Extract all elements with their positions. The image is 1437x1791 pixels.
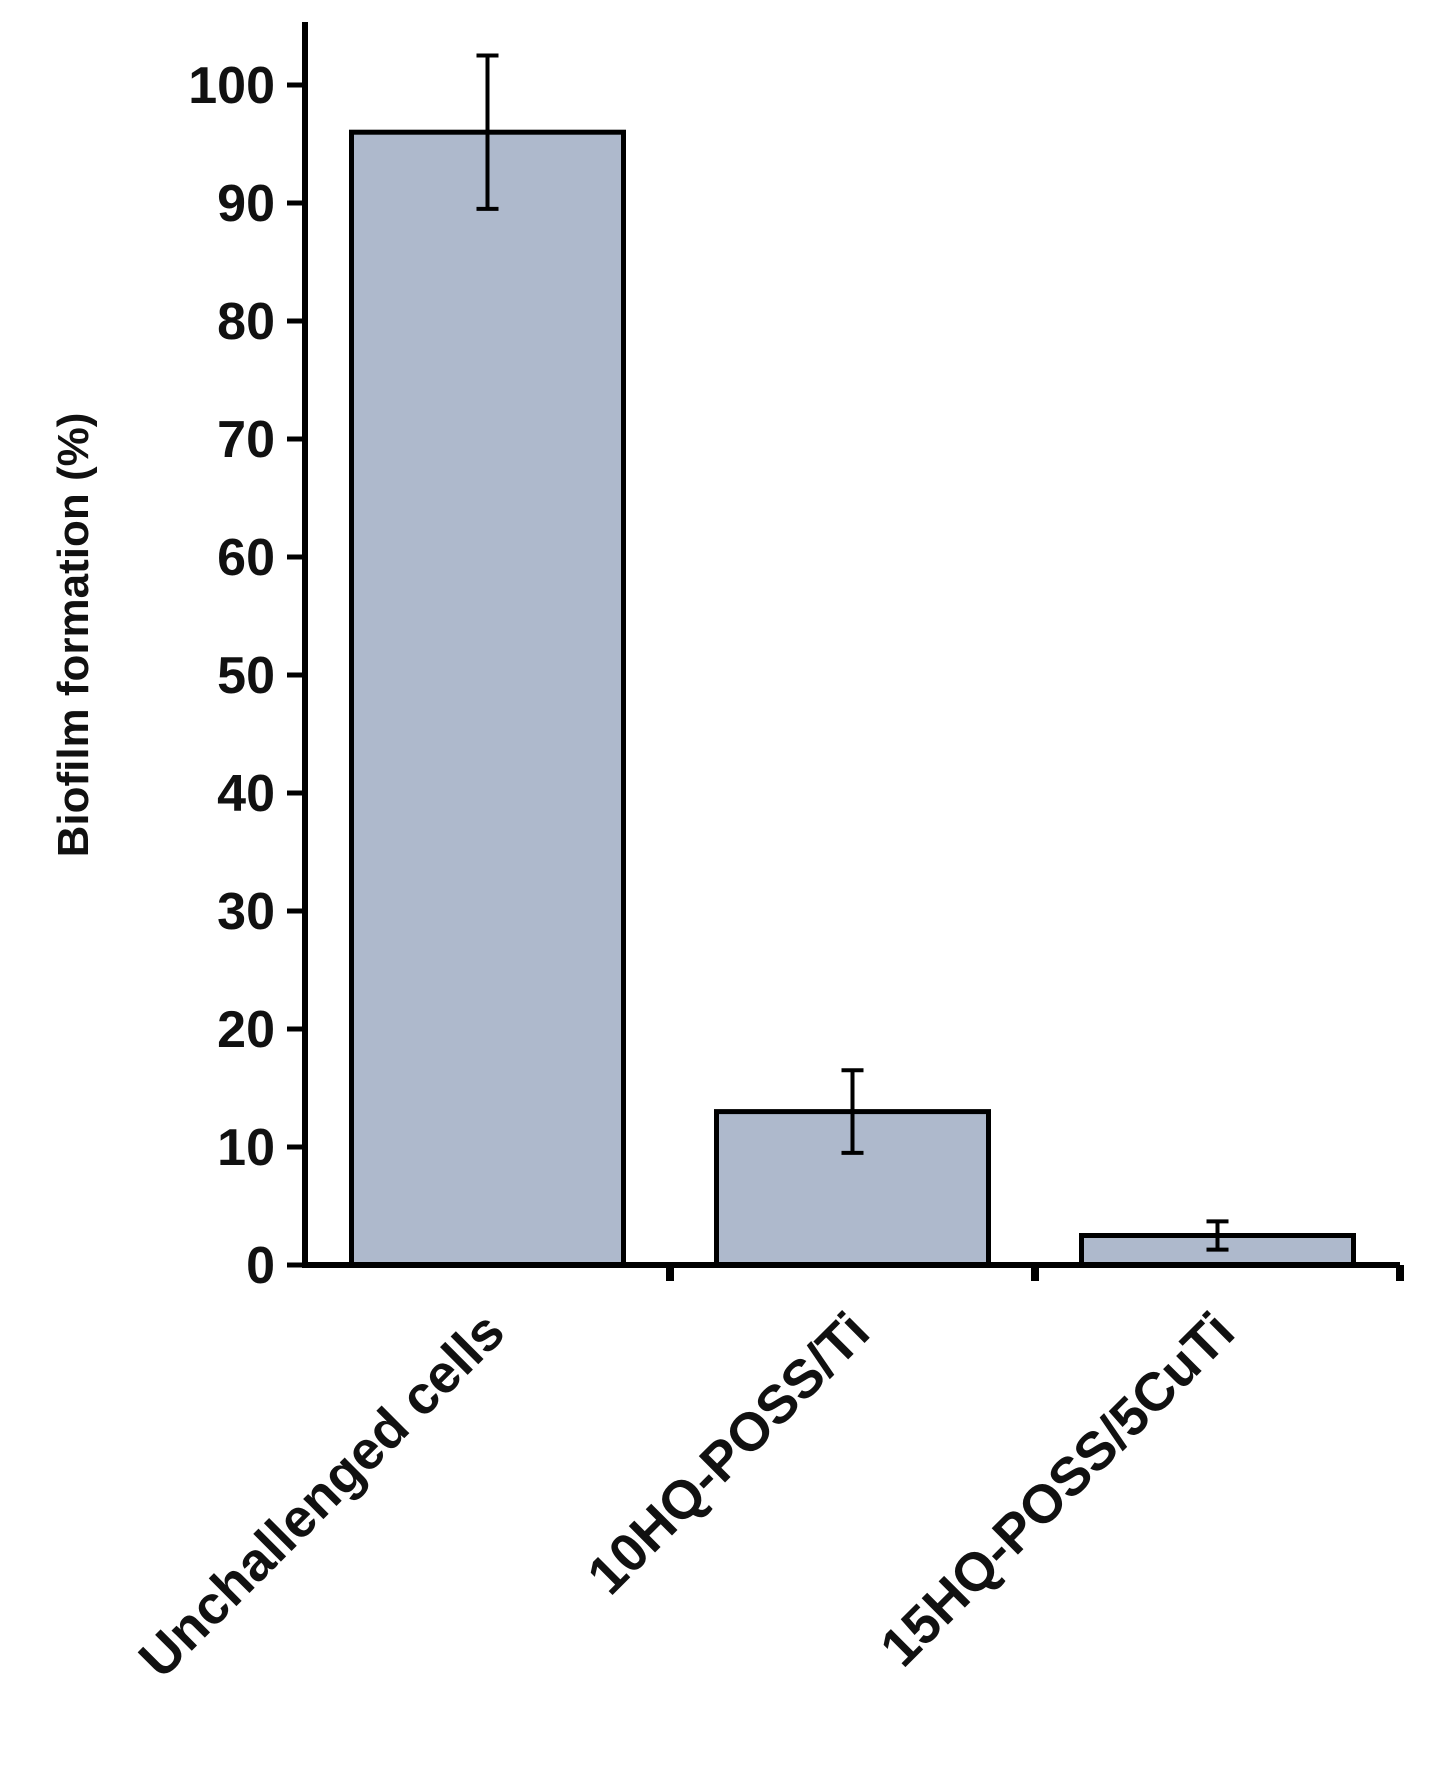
y-ticks-layer: 0 10 20 30 40 50 60 70 80 90 100 [188,57,305,1295]
y-tick-label: 100 [188,57,275,115]
error-bar-1 [476,53,499,211]
y-tick-label: 50 [217,647,275,705]
error-bars-layer [476,53,1229,1252]
x-ticks-layer: Unchallenged cells 10HQ-POSS/Ti15HQ-POSS/… [128,1265,1404,1689]
y-tick-label: 20 [217,1001,275,1059]
x-category-label: 10HQ-POSS/Ti [576,1301,881,1606]
y-axis-title: Biofilm formation (%) [49,413,98,858]
y-tick-label: 10 [217,1119,275,1177]
y-tick-label: 70 [217,411,275,469]
y-tick-label: 30 [217,883,275,941]
y-tick-label: 40 [217,765,275,823]
y-tick-label: 90 [217,175,275,233]
y-tick-label: 60 [217,529,275,587]
bar-1 [349,129,626,1268]
axes-layer [302,22,1400,1268]
error-bar-2 [841,1068,864,1155]
x-category-label: 15HQ-POSS/5CuTi [869,1301,1246,1678]
error-bar-3 [1206,1219,1229,1252]
x-category-label: Unchallenged cells [128,1301,516,1689]
y-tick-label: 0 [246,1237,275,1295]
y-tick-label: 80 [217,293,275,351]
